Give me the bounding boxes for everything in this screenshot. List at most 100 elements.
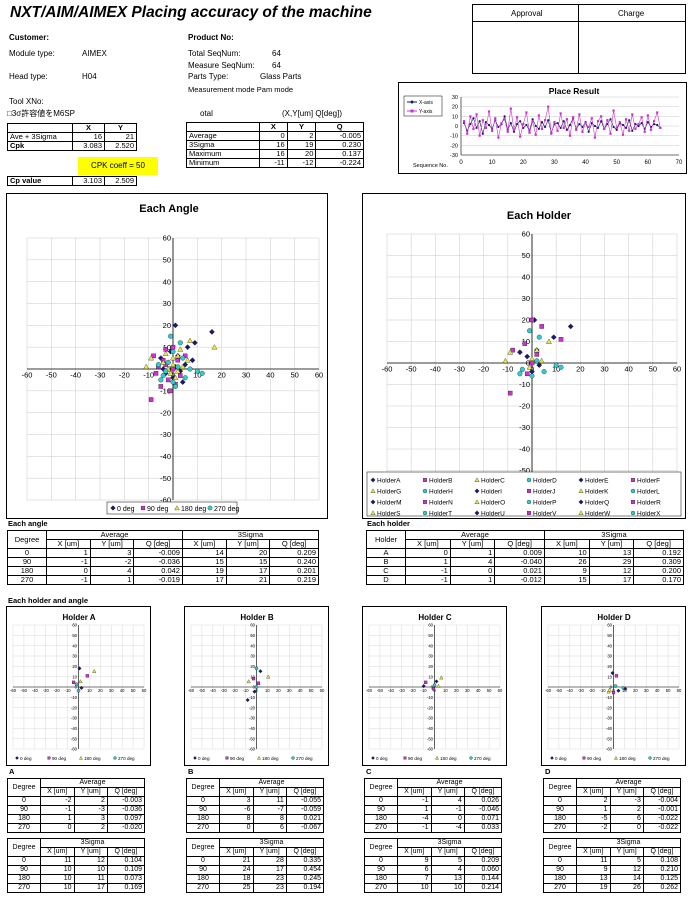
data-point	[640, 116, 643, 119]
table-cell: -0.046	[463, 805, 503, 815]
x-tick-label: 50	[613, 160, 620, 166]
data-point	[540, 121, 544, 124]
holder-c-chart: Holder C 60 50 40 30 20 10 0 -10 -20 -30 -40 -50 -60-…	[362, 606, 507, 766]
data-point	[534, 358, 540, 364]
data-point	[515, 116, 519, 119]
legend-label: HolderT	[429, 511, 452, 518]
y-tick-label: -60	[606, 747, 613, 752]
data-point	[254, 685, 259, 689]
table-cell: 0.454	[285, 865, 325, 875]
data-point	[78, 679, 83, 684]
table-cell: -1	[397, 796, 432, 806]
data-point	[431, 687, 436, 691]
legend-marker	[225, 756, 229, 760]
data-point	[187, 337, 193, 343]
table-cell: 13	[576, 874, 611, 884]
y-tick-label: 20	[428, 664, 433, 669]
y-tick-label: 10	[72, 674, 77, 679]
table-header: Degree	[186, 778, 220, 797]
data-point	[466, 132, 469, 135]
table-cell: -0.012	[494, 575, 545, 585]
data-point	[623, 686, 628, 691]
data-point	[643, 130, 646, 133]
data-point	[172, 322, 179, 329]
data-point	[487, 110, 491, 113]
data-point	[519, 366, 525, 372]
y-tick-label: 0	[253, 685, 256, 690]
data-point	[472, 117, 475, 120]
legend-marker	[370, 510, 376, 515]
table-header: Y [um]	[430, 787, 465, 797]
legend-label: 90 deg	[587, 756, 601, 761]
x-tick-label: -60	[10, 688, 17, 693]
holder-average-table: Degree Average X [um] Y [um] Q [deg] 0 -2 2 -0.0…	[7, 778, 146, 833]
table-cell: 0	[543, 796, 577, 806]
y-tick-label: -30	[249, 716, 256, 721]
table-cell: 1	[40, 814, 75, 824]
table-header: 3Sigma	[40, 838, 145, 848]
table-cell: D	[366, 575, 406, 585]
table-cell: 0.033	[463, 823, 503, 833]
table-cell: 90	[364, 865, 398, 875]
y-tick-label: 10	[607, 674, 612, 679]
table-cell: -0.059	[285, 805, 325, 815]
data-point	[508, 390, 513, 396]
data-point	[538, 357, 545, 364]
data-point	[245, 698, 250, 703]
y-tick-label: 40	[607, 643, 612, 648]
data-point	[609, 118, 612, 121]
data-point	[424, 680, 428, 684]
table-row: 90 -1 -3 -0.036	[7, 805, 146, 815]
table-row: 270 10 10 0.214	[364, 883, 503, 893]
data-point	[194, 368, 200, 374]
data-point	[584, 122, 587, 125]
table-row: 270 0 2 -0.020	[7, 823, 146, 833]
data-point	[540, 127, 544, 130]
x-tick-label: -60	[545, 688, 552, 693]
x-tick-label: 30	[465, 688, 470, 693]
data-point	[527, 328, 533, 334]
measure-seq-label: Measure SeqNum:	[188, 61, 255, 70]
data-point	[587, 125, 590, 129]
table-cell: -0.055	[285, 796, 325, 806]
table-cell: 8	[219, 814, 254, 824]
x-tick-label: 0	[612, 688, 615, 693]
table-cell: 0.210	[642, 865, 682, 875]
table-cell: 0.194	[285, 883, 325, 893]
data-point	[550, 334, 557, 341]
head-type-value: H04	[82, 72, 97, 81]
data-point	[517, 371, 523, 377]
data-point	[432, 683, 437, 687]
data-point	[172, 383, 178, 389]
cpk-cell: 3.083	[72, 141, 105, 151]
cpk-cell: 2.520	[104, 141, 137, 151]
sigma-note: □3σ許容値をM6SP	[7, 109, 76, 118]
approval-box: Approval Charge	[472, 4, 686, 74]
table-header: Q [deg]	[106, 847, 146, 857]
data-point	[179, 363, 186, 370]
table-row: C -1 0 0.021 9 12 0.200	[366, 566, 684, 576]
table-cell: 0.262	[642, 883, 682, 893]
table-cell: -0.022	[642, 814, 682, 824]
legend-label: HolderR	[637, 500, 661, 507]
x-tick-label: -20	[410, 688, 417, 693]
data-point	[522, 341, 527, 346]
data-point	[628, 129, 631, 132]
table-cell: 270	[543, 883, 577, 893]
x-tick-label: -10	[600, 688, 607, 693]
y-tick-label: -30	[519, 423, 530, 432]
holder-sigma-table: Degree 3Sigma X [um] Y [um] Q [deg] 0 11 12 0.10…	[7, 838, 146, 893]
table-cell: -0.004	[642, 796, 682, 806]
table-cell: 90	[7, 805, 41, 815]
table-cell: 180	[364, 874, 398, 884]
x-tick-label: -10	[421, 688, 428, 693]
y-tick-label: -20	[249, 705, 256, 710]
table-header: Average	[219, 778, 324, 788]
table-cell: 17	[73, 883, 108, 893]
data-point	[180, 355, 186, 361]
y-tick-label: -20	[450, 143, 458, 149]
data-point	[170, 361, 176, 367]
data-point	[266, 674, 271, 679]
y-tick-label: -10	[519, 380, 530, 389]
table-cell: 3	[73, 814, 108, 824]
